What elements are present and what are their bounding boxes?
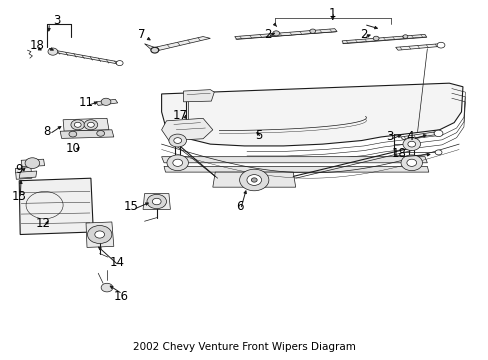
Circle shape — [101, 283, 113, 292]
Circle shape — [69, 131, 77, 137]
Polygon shape — [341, 35, 426, 44]
Polygon shape — [183, 90, 214, 102]
Text: 2: 2 — [360, 28, 367, 41]
Text: 5: 5 — [255, 129, 262, 142]
Circle shape — [434, 150, 441, 155]
Circle shape — [172, 159, 182, 166]
Circle shape — [173, 138, 181, 143]
Circle shape — [87, 122, 94, 127]
Polygon shape — [143, 194, 170, 210]
Text: 17: 17 — [172, 109, 187, 122]
Circle shape — [74, 122, 81, 127]
Polygon shape — [152, 37, 210, 51]
Text: 12: 12 — [36, 217, 51, 230]
Circle shape — [433, 130, 442, 136]
Polygon shape — [15, 167, 32, 179]
Text: 11: 11 — [79, 96, 93, 109]
Text: 15: 15 — [123, 201, 139, 213]
Circle shape — [87, 226, 112, 243]
Polygon shape — [96, 99, 118, 105]
Text: 4: 4 — [406, 130, 413, 144]
Polygon shape — [161, 157, 427, 163]
Polygon shape — [86, 222, 114, 247]
Text: 3: 3 — [386, 130, 393, 144]
Circle shape — [272, 31, 279, 36]
Circle shape — [151, 47, 158, 53]
Text: 18: 18 — [30, 39, 44, 52]
Circle shape — [116, 60, 123, 66]
Polygon shape — [144, 44, 154, 50]
Text: 6: 6 — [235, 201, 243, 213]
Circle shape — [97, 131, 104, 136]
Circle shape — [402, 138, 420, 150]
Circle shape — [372, 36, 378, 41]
Circle shape — [251, 178, 257, 182]
Text: 2: 2 — [264, 28, 271, 41]
Polygon shape — [161, 118, 212, 140]
Polygon shape — [400, 132, 439, 139]
Text: 9: 9 — [16, 163, 23, 176]
Polygon shape — [21, 159, 44, 167]
Polygon shape — [63, 118, 109, 131]
Circle shape — [152, 198, 161, 205]
Circle shape — [436, 42, 444, 48]
Text: 7: 7 — [138, 28, 145, 41]
Text: 16: 16 — [114, 290, 129, 303]
Circle shape — [239, 169, 268, 191]
Text: 8: 8 — [43, 125, 51, 138]
Text: 1: 1 — [328, 7, 335, 20]
Circle shape — [166, 155, 188, 171]
Circle shape — [309, 29, 315, 33]
Text: 2002 Chevy Venture Front Wipers Diagram: 2002 Chevy Venture Front Wipers Diagram — [133, 342, 355, 352]
Circle shape — [406, 159, 416, 166]
Circle shape — [48, 48, 58, 55]
Circle shape — [246, 175, 261, 185]
Polygon shape — [161, 83, 462, 146]
Polygon shape — [163, 166, 428, 172]
Circle shape — [147, 194, 166, 209]
Circle shape — [168, 134, 186, 147]
Polygon shape — [60, 130, 114, 138]
Circle shape — [400, 155, 422, 171]
Polygon shape — [19, 178, 93, 234]
Circle shape — [101, 98, 111, 105]
Polygon shape — [212, 172, 295, 187]
Circle shape — [25, 158, 40, 168]
Polygon shape — [395, 44, 441, 50]
Text: 18: 18 — [391, 147, 406, 160]
Circle shape — [84, 120, 98, 130]
Text: 10: 10 — [65, 142, 80, 155]
Circle shape — [95, 231, 104, 238]
Polygon shape — [19, 171, 37, 178]
Text: 3: 3 — [53, 14, 61, 27]
Text: 14: 14 — [109, 256, 124, 269]
Polygon shape — [54, 50, 119, 64]
Circle shape — [71, 120, 84, 130]
Text: 13: 13 — [12, 190, 27, 203]
Circle shape — [407, 141, 415, 147]
Polygon shape — [234, 29, 336, 40]
Circle shape — [402, 35, 407, 39]
